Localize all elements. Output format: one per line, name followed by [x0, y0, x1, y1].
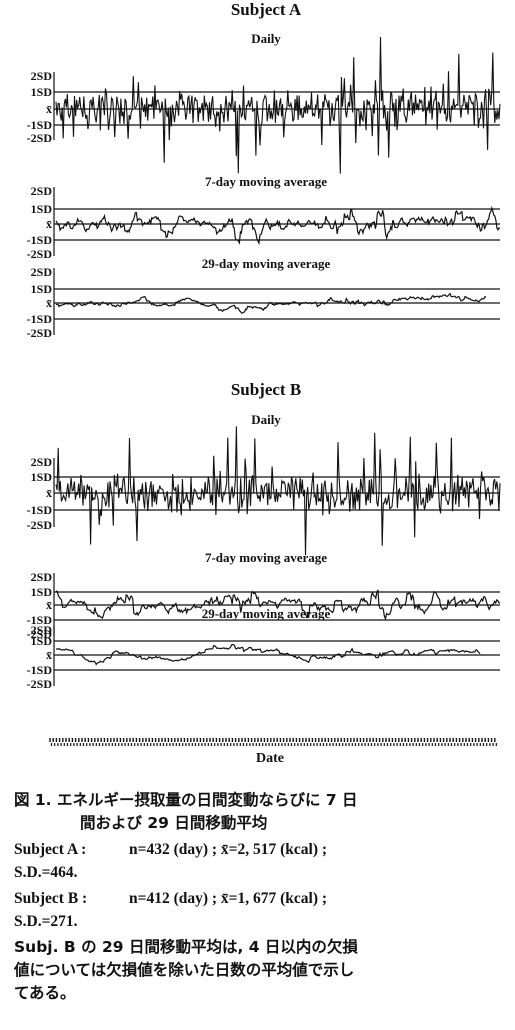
y-tick-label: 1SD — [31, 282, 53, 296]
caption-note-1: Subj. B の 29 日間移動平均は, 4 日以内の欠損 — [14, 938, 358, 956]
y-tick-label: -2SD — [27, 131, 53, 145]
y-tick-label: x̄ — [46, 486, 52, 500]
y-tick-label: x̄ — [46, 648, 52, 662]
y-tick-label: -2SD — [27, 247, 53, 261]
y-tick-label: x̄ — [46, 217, 52, 231]
y-tick-label: x̄ — [46, 102, 52, 116]
series-line — [55, 205, 501, 246]
figure: Subject A Subject B Date Daily2SD1SDx̄-1… — [27, 0, 501, 766]
subject-b-stats: n=412 (day) ; x̄=1, 677 (kcal) ; — [129, 890, 328, 907]
series-line — [55, 36, 501, 174]
panel-title: 29-day moving average — [202, 606, 331, 621]
panel-title: Daily — [251, 31, 281, 46]
y-tick-label: 2SD — [31, 265, 53, 279]
y-tick-label: -1SD — [27, 613, 53, 627]
y-tick-label: -1SD — [27, 503, 53, 517]
panel-title: 7-day moving average — [205, 174, 327, 189]
y-tick-label: -2SD — [27, 326, 53, 340]
y-tick-label: -2SD — [27, 627, 53, 641]
y-tick-label: -1SD — [27, 118, 53, 132]
caption-line-1: 図 1. エネルギー摂取量の日間変動ならびに 7 日 — [14, 791, 358, 809]
y-tick-label: 1SD — [31, 470, 53, 484]
y-tick-label: 2SD — [31, 623, 53, 637]
panel-title: Daily — [251, 412, 281, 427]
series-line — [55, 643, 481, 666]
panel-a-daily: Daily 2SD 1SD x̄ -1SD-2SD — [27, 31, 501, 174]
panel-title: 7-day moving average — [205, 550, 327, 565]
y-tick-label: 2SD — [31, 570, 53, 584]
series-line — [55, 589, 501, 621]
series-line — [55, 426, 501, 556]
y-tick-label: -1SD — [27, 233, 53, 247]
y-tick-label: 1SD — [31, 85, 53, 99]
series-line — [55, 292, 487, 315]
caption-line-2: 間および 29 日間移動平均 — [80, 814, 268, 832]
y-tick-label: 1SD — [31, 202, 53, 216]
subject-a-stats: n=432 (day) ; x̄=2, 517 (kcal) ; — [129, 841, 328, 858]
y-tick-label: x̄ — [46, 296, 52, 310]
subject-a-sd: S.D.=464. — [14, 864, 78, 881]
y-tick-label: -1SD — [27, 663, 53, 677]
y-tick-label: x̄ — [46, 598, 52, 612]
y-tick-label: -2SD — [27, 518, 53, 532]
y-tick-label: 2SD — [31, 455, 53, 469]
caption-note-2: 値については欠損値を除いた日数の平均値で示し — [14, 961, 355, 979]
date-axis-ticks — [49, 738, 497, 746]
subject-b-title: Subject B — [231, 380, 301, 399]
y-tick-label: 2SD — [31, 184, 53, 198]
panel-title: 29-day moving average — [202, 256, 331, 271]
y-tick-label: -1SD — [27, 312, 53, 326]
subject-a-label: Subject A : — [14, 841, 87, 858]
y-tick-label: 1SD — [31, 585, 53, 599]
caption-note-3: てある。 — [14, 984, 76, 1002]
subject-a-title: Subject A — [231, 0, 302, 19]
y-tick-label: 2SD — [31, 69, 53, 83]
y-tick-label: -2SD — [27, 677, 53, 691]
subject-b-label: Subject B : — [14, 890, 88, 907]
subject-b-sd: S.D.=271. — [14, 913, 78, 930]
x-axis-label: Date — [256, 751, 284, 766]
y-tick-label: 1SD — [31, 634, 53, 648]
